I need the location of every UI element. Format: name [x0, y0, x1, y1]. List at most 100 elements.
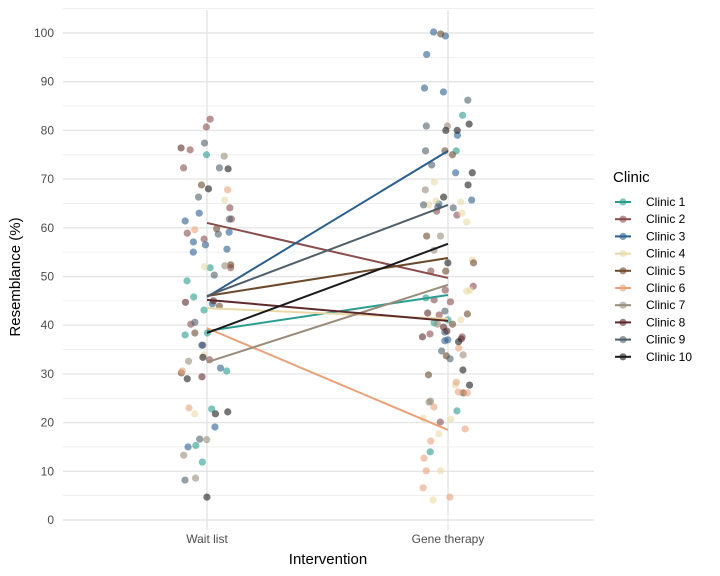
data-point: [449, 204, 457, 212]
data-point: [194, 193, 203, 201]
data-point: [191, 318, 199, 326]
data-point: [454, 388, 462, 396]
data-point: [435, 311, 443, 319]
data-point: [202, 123, 210, 131]
legend-item: Clinic 7: [615, 298, 686, 312]
mean-line: [206, 257, 449, 297]
legend-label: Clinic 2: [646, 212, 686, 226]
y-tick-label: 10: [41, 464, 55, 478]
data-point: [419, 201, 428, 209]
data-point: [183, 277, 191, 285]
data-point: [215, 164, 224, 172]
data-point: [198, 458, 206, 466]
data-point: [206, 115, 214, 123]
data-point: [418, 333, 427, 341]
data-point: [439, 88, 448, 96]
data-point: [200, 306, 208, 314]
legend-label: Clinic 1: [646, 195, 686, 209]
data-point: [455, 344, 463, 352]
data-point: [203, 493, 211, 501]
legend-dot: [619, 267, 627, 275]
data-point: [469, 259, 478, 267]
data-point: [446, 355, 454, 363]
data-point: [425, 201, 433, 209]
legend-label: Clinic 7: [646, 298, 686, 312]
data-point: [457, 198, 465, 206]
y-axis-title: Resemblance (%): [7, 217, 24, 336]
x-tick-label: Gene therapy: [412, 532, 485, 546]
data-point: [463, 310, 471, 318]
legend-label: Clinic 8: [646, 315, 686, 329]
data-points: [177, 28, 478, 504]
data-point: [426, 397, 435, 405]
legend-label: Clinic 5: [646, 264, 686, 278]
data-point: [427, 437, 435, 445]
data-point: [463, 389, 471, 397]
y-tick-label: 80: [41, 123, 55, 137]
y-tick-label: 70: [41, 172, 55, 186]
data-point: [435, 430, 443, 438]
legend-dot: [619, 318, 627, 326]
data-point: [200, 139, 209, 147]
data-point: [195, 209, 203, 217]
data-point: [216, 364, 225, 372]
data-point: [197, 181, 206, 189]
data-point: [464, 181, 472, 189]
data-point: [225, 215, 233, 223]
legend: Clinic Clinic 1 Clinic 2 Clinic 3 Clinic 4 C…: [613, 169, 692, 364]
data-point: [433, 320, 441, 328]
data-point: [453, 407, 461, 415]
data-point: [429, 496, 437, 504]
legend-label: Clinic 9: [646, 333, 686, 347]
data-point: [189, 248, 197, 256]
legend-item: Clinic 9: [615, 333, 686, 347]
legend-dot: [619, 232, 627, 240]
data-point: [441, 337, 449, 345]
data-point: [226, 204, 234, 212]
x-tick-label: Wait list: [186, 532, 228, 546]
legend-dot: [619, 301, 627, 309]
legend-label: Clinic 10: [646, 350, 692, 364]
data-point: [430, 178, 438, 186]
data-point: [430, 403, 438, 411]
legend-title: Clinic: [613, 169, 650, 186]
legend-dot: [619, 284, 627, 292]
mean-lines: [206, 149, 449, 431]
data-point: [221, 262, 229, 270]
y-tick-label: 0: [47, 513, 54, 527]
data-point: [214, 230, 222, 238]
data-point: [423, 50, 431, 59]
data-point: [178, 367, 186, 375]
data-point: [220, 152, 228, 160]
y-tick-label: 90: [41, 75, 55, 89]
mean-line: [206, 203, 449, 297]
legend-item: Clinic 6: [615, 281, 686, 295]
data-point: [227, 261, 235, 269]
data-point: [186, 146, 194, 154]
legend-dot: [619, 336, 627, 344]
data-point: [465, 381, 474, 389]
data-point: [208, 405, 216, 413]
mean-line: [206, 327, 449, 431]
data-point: [444, 259, 452, 267]
data-point: [191, 410, 199, 418]
data-point: [457, 316, 465, 324]
y-tick-label: 100: [34, 26, 54, 40]
y-tick-label: 50: [41, 270, 55, 284]
grid: [63, 8, 594, 530]
y-tick-label: 40: [41, 318, 55, 332]
data-point: [468, 169, 476, 177]
data-point: [459, 366, 467, 374]
data-point: [465, 120, 473, 128]
data-point: [184, 357, 193, 365]
data-point: [459, 351, 467, 359]
data-point: [210, 271, 218, 279]
mean-line: [206, 149, 449, 298]
x-tick-labels: Wait list Gene therapy: [186, 532, 484, 546]
data-point: [181, 217, 189, 225]
data-point: [437, 30, 445, 38]
data-point: [202, 151, 211, 159]
data-point: [468, 196, 476, 204]
data-point: [184, 443, 192, 451]
